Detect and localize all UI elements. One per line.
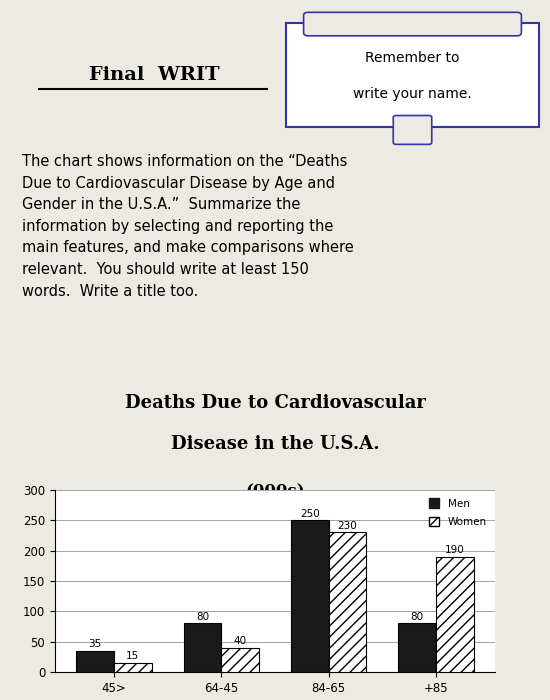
Bar — [184, 624, 221, 672]
Text: 80: 80 — [411, 612, 424, 622]
Text: 190: 190 — [445, 545, 465, 555]
Text: 250: 250 — [300, 508, 320, 519]
Text: 15: 15 — [126, 651, 140, 661]
Text: write your name.: write your name. — [353, 88, 472, 102]
Text: 230: 230 — [338, 521, 358, 531]
FancyBboxPatch shape — [393, 116, 432, 144]
FancyBboxPatch shape — [304, 13, 521, 36]
FancyBboxPatch shape — [286, 23, 539, 127]
Text: 40: 40 — [234, 636, 247, 646]
Text: Disease in the U.S.A.: Disease in the U.S.A. — [170, 435, 380, 452]
Bar — [436, 556, 474, 672]
Text: The chart shows information on the “Deaths
Due to Cardiovascular Disease by Age : The chart shows information on the “Deat… — [22, 154, 354, 299]
Text: 35: 35 — [89, 639, 102, 649]
Legend: Men, Women: Men, Women — [426, 495, 490, 531]
Bar — [114, 663, 152, 672]
Bar — [329, 533, 366, 672]
Bar — [221, 648, 259, 672]
Bar — [76, 651, 114, 672]
Text: Remember to: Remember to — [365, 51, 460, 65]
Text: Final  WRIT: Final WRIT — [89, 66, 219, 84]
Text: Deaths Due to Cardiovascular: Deaths Due to Cardiovascular — [124, 394, 426, 412]
Text: 80: 80 — [196, 612, 209, 622]
Bar — [398, 624, 436, 672]
Bar — [291, 520, 329, 672]
Text: (000s): (000s) — [245, 483, 305, 500]
